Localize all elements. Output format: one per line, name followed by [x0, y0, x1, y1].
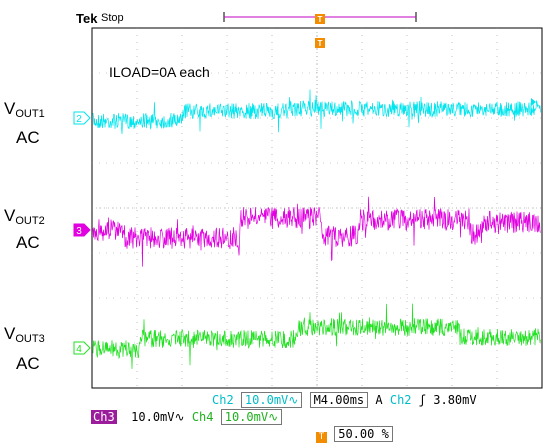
- ch3-label: Ch3: [91, 410, 117, 424]
- ch2-label: Ch2: [212, 393, 234, 407]
- channel-4-ground-marker: 4: [73, 341, 91, 355]
- channel-2-ground-marker: 2: [73, 111, 91, 125]
- vout1-label: VOUT1: [4, 99, 45, 120]
- trigger-position-icon-top: T: [315, 14, 325, 24]
- ch4-trace: [92, 303, 541, 370]
- svg-text:3: 3: [76, 226, 82, 237]
- brand-label: Tek: [76, 11, 98, 26]
- channel-markers: T T 2 3 4: [73, 14, 536, 355]
- readout-row-2: Ch3 10.0mV∿ Ch4 10.0mV∿: [91, 409, 283, 425]
- trigger-mode: A: [375, 393, 383, 407]
- svg-text:T: T: [318, 39, 323, 48]
- ch3-scale: 10.0mV∿: [131, 410, 185, 424]
- channel-3-ground-marker: 3: [73, 223, 91, 237]
- ch2-level-arrow-icon: [531, 98, 536, 106]
- vout3-coupling: AC: [16, 354, 40, 373]
- acquisition-state: Stop: [101, 12, 124, 24]
- graticule: [91, 12, 543, 389]
- trigger-time-icon: T: [315, 38, 325, 48]
- svg-text:2: 2: [76, 114, 82, 125]
- ch2-trace: [92, 89, 541, 135]
- ch4-scale: 10.0mV∿: [220, 409, 283, 425]
- vout3-label: VOUT3: [4, 324, 45, 345]
- readout-row-3: T 50.00 %: [316, 426, 393, 443]
- ch3-trace: [92, 196, 541, 267]
- vout2-coupling: AC: [16, 233, 40, 252]
- timebase-readout: M4.00ms: [309, 392, 369, 408]
- load-annotation: ILOAD=0A each: [108, 64, 211, 80]
- trigger-source: Ch2: [389, 393, 412, 407]
- ch4-label: Ch4: [191, 410, 214, 424]
- trigger-level: 3.80mV: [433, 393, 477, 407]
- waveform-traces: [92, 89, 541, 370]
- readout-row-1: Ch2 10.0mV∿ M4.00ms A Ch2 ʃ 3.80mV: [212, 392, 477, 408]
- vout2-label: VOUT2: [4, 206, 45, 227]
- svg-text:4: 4: [76, 344, 82, 355]
- trigger-position: 50.00 %: [334, 426, 393, 442]
- ch2-scale: 10.0mV∿: [240, 392, 303, 408]
- svg-text:T: T: [318, 15, 323, 24]
- trigger-position-icon: T: [316, 432, 327, 443]
- vout1-coupling: AC: [16, 128, 40, 147]
- trigger-slope-icon: ʃ: [418, 393, 427, 407]
